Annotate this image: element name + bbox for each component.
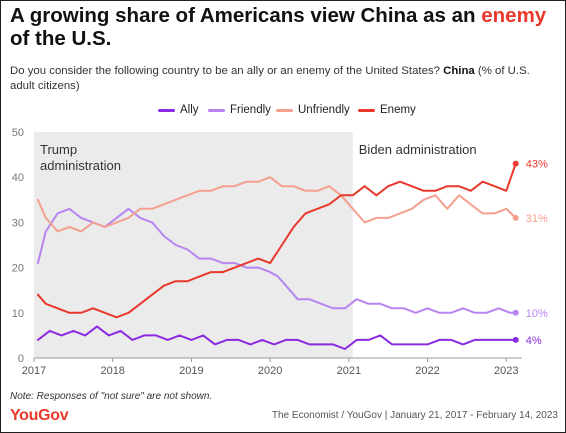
x-tick-label: 2022	[415, 365, 439, 377]
x-tick-label: 2019	[179, 365, 203, 377]
legend-label-friendly: Friendly	[230, 104, 271, 116]
legend-item-friendly: Friendly	[208, 104, 271, 116]
subtitle-units: (% of U.S. adult citizens)	[10, 65, 530, 92]
chart-title: A growing share of Americans view China …	[10, 4, 556, 50]
series-endpoint-friendly	[512, 309, 519, 316]
x-tick-label: 2018	[100, 365, 124, 377]
legend-swatch-friendly	[208, 108, 225, 112]
series-endpoint-ally	[512, 336, 519, 343]
series-line-enemy	[36, 162, 517, 319]
legend-swatch-ally	[158, 108, 175, 112]
legend-swatch-enemy	[358, 108, 375, 112]
title-prefix: A growing share of Americans view China …	[10, 4, 482, 27]
legend-item-enemy: Enemy	[358, 104, 416, 116]
legend-label-unfriendly: Unfriendly	[298, 104, 350, 116]
source-line: The Economist / YouGov | January 21, 201…	[271, 410, 558, 421]
series-line-unfriendly	[36, 176, 517, 233]
chart-subtitle: Do you consider the following country to…	[10, 64, 556, 94]
series-endpoint-unfriendly	[512, 214, 519, 221]
y-tick-label: 50	[12, 127, 24, 139]
y-tick-label: 20	[12, 263, 24, 275]
title-suffix: of the U.S.	[10, 27, 112, 50]
subtitle-country: China	[443, 65, 475, 77]
subtitle-question: Do you consider the following country to…	[10, 65, 444, 77]
series-endpoint-enemy	[512, 160, 519, 167]
legend-label-ally: Ally	[180, 104, 199, 116]
period-label-0: Trump administration	[40, 142, 121, 173]
title-highlight-enemy: enemy	[481, 4, 547, 27]
yougov-logo: YouGov	[10, 407, 69, 424]
period-shade-0	[34, 132, 353, 358]
series-line-friendly	[36, 207, 517, 314]
series-line-ally	[36, 325, 517, 350]
legend-swatch-unfriendly	[276, 108, 293, 112]
period-label-1: Biden administration	[359, 142, 477, 157]
y-tick-label: 30	[12, 217, 24, 229]
legend-item-ally: Ally	[158, 104, 199, 116]
x-tick-label: 2023	[494, 365, 518, 377]
y-tick-label: 40	[12, 172, 24, 184]
legend: Ally Friendly Unfriendly Enemy	[0, 104, 566, 120]
y-tick-label: 0	[18, 353, 24, 365]
y-tick-label: 10	[12, 308, 24, 320]
legend-label-enemy: Enemy	[380, 104, 416, 116]
x-tick-label: 2021	[337, 365, 361, 377]
series-end-label-friendly: 10%	[526, 308, 548, 320]
footnote: Note: Responses of "not sure" are not sh…	[10, 391, 213, 402]
series-end-label-enemy: 43%	[526, 159, 548, 171]
x-tick-label: 2017	[22, 365, 46, 377]
series-end-label-ally: 4%	[526, 335, 542, 347]
legend-item-unfriendly: Unfriendly	[276, 104, 350, 116]
series-end-label-unfriendly: 31%	[526, 213, 548, 225]
x-tick-label: 2020	[258, 365, 282, 377]
